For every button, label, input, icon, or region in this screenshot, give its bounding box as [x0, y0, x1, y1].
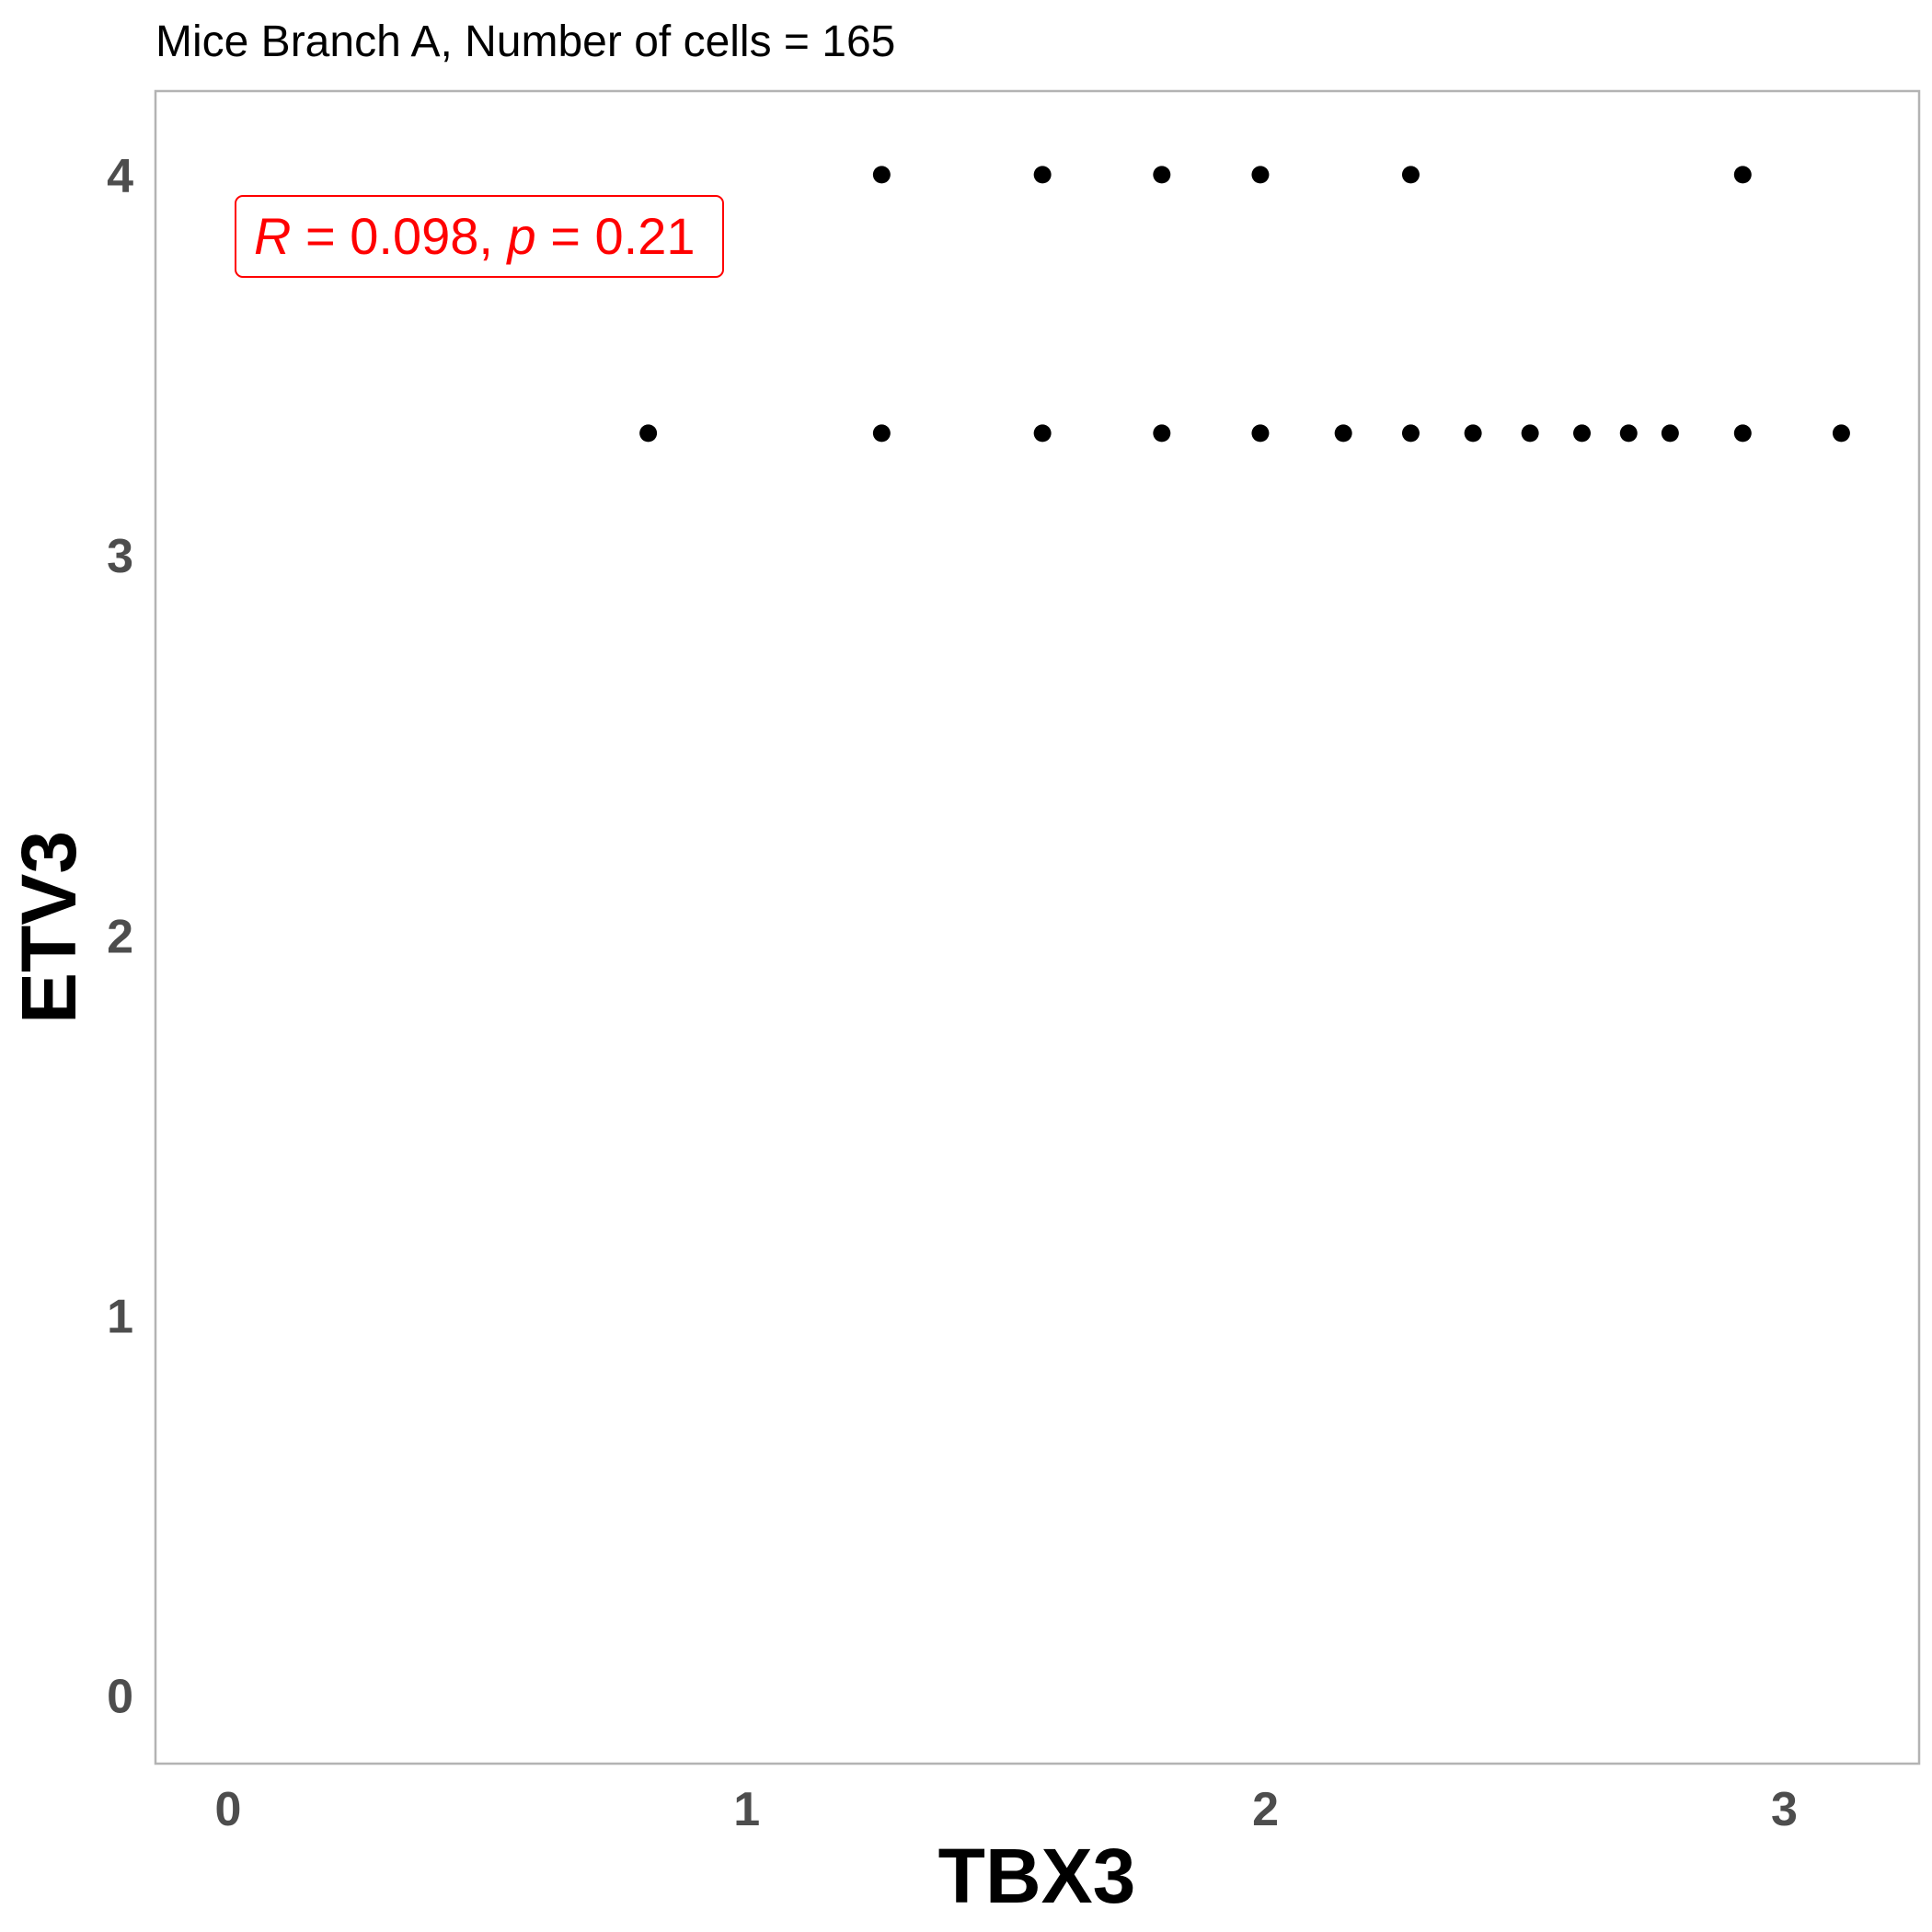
plot-panel — [154, 89, 1921, 1765]
data-point — [872, 424, 891, 443]
data-point — [1033, 166, 1052, 184]
y-tick-label: 2 — [107, 910, 133, 963]
data-point — [1401, 424, 1420, 443]
data-point — [1832, 424, 1850, 443]
data-point — [1153, 424, 1171, 443]
p-symbol: p — [506, 207, 536, 265]
data-point — [872, 166, 891, 184]
data-point — [1334, 424, 1352, 443]
y-axis-ticks: 0 1 2 3 4 — [107, 150, 133, 1724]
annotation-box — [235, 195, 724, 278]
x-tick-label: 3 — [1771, 1783, 1798, 1836]
y-tick-label: 3 — [107, 530, 133, 583]
data-point — [1251, 166, 1270, 184]
x-tick-label: 1 — [733, 1783, 760, 1836]
data-point — [1251, 424, 1270, 443]
data-point — [1619, 424, 1638, 443]
x-axis-ticks: 0 1 2 3 — [214, 1783, 1797, 1836]
r-symbol: R — [254, 207, 291, 265]
y-tick-label: 0 — [107, 1671, 133, 1724]
p-value: 0.21 — [595, 207, 696, 265]
p-equals: = — [536, 207, 595, 265]
chart-title: Mice Branch A, Number of cells = 165 — [155, 17, 895, 66]
data-point — [1521, 424, 1539, 443]
data-point — [1401, 166, 1420, 184]
y-tick-label: 1 — [107, 1290, 133, 1343]
data-point — [1573, 424, 1592, 443]
data-points — [639, 166, 1850, 443]
y-axis-title: ETV3 — [6, 831, 92, 1024]
data-point — [1464, 424, 1482, 443]
data-point — [1733, 424, 1752, 443]
r-value: 0.098 — [350, 207, 478, 265]
y-tick-label: 4 — [107, 150, 133, 203]
data-point — [1733, 166, 1752, 184]
data-point — [639, 424, 658, 443]
data-point — [1661, 424, 1679, 443]
data-point — [1033, 424, 1052, 443]
data-point — [1153, 166, 1171, 184]
correlation-annotation: R = 0.098, p = 0.21 — [235, 195, 724, 278]
x-tick-label: 0 — [214, 1783, 241, 1836]
annotation-separator: , — [478, 207, 507, 265]
annotation-text: R = 0.098, p = 0.21 — [254, 207, 696, 265]
x-tick-label: 2 — [1252, 1783, 1279, 1836]
r-equals: = — [291, 207, 350, 265]
x-axis-title: TBX3 — [938, 1833, 1136, 1919]
